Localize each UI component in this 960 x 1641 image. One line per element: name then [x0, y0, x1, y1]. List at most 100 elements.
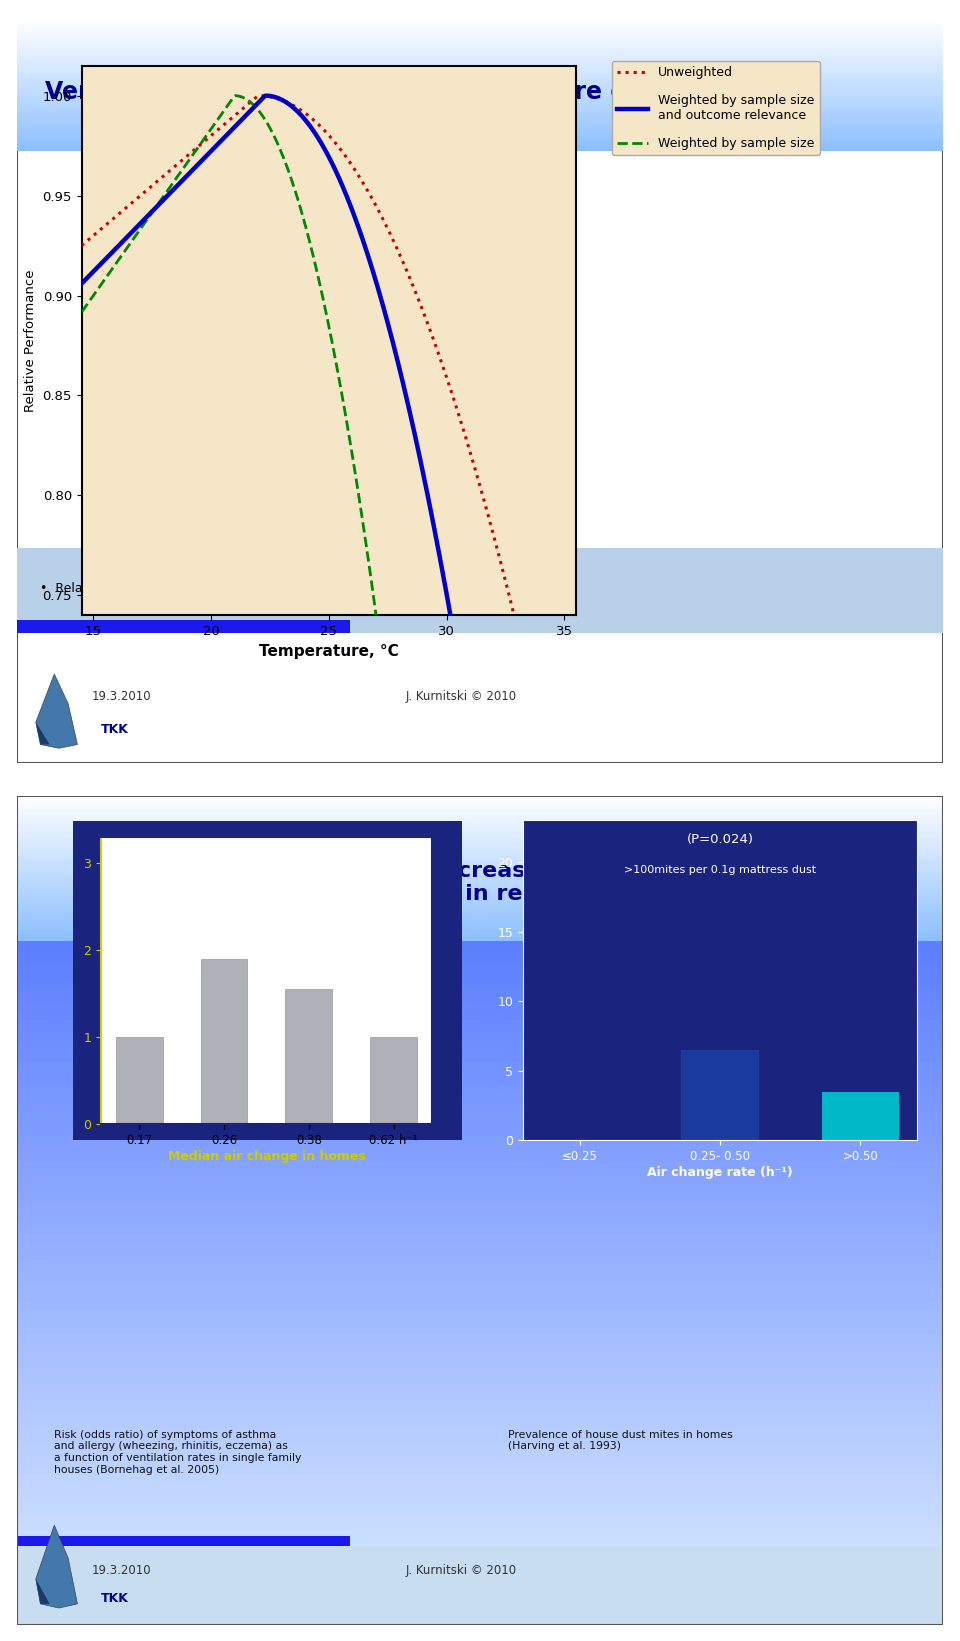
Bar	[17, 1193, 943, 1201]
Bar	[17, 54, 943, 56]
Bar	[17, 1359, 943, 1367]
Bar	[17, 80, 943, 82]
X-axis label: Air change rate (h⁻¹): Air change rate (h⁻¹)	[647, 1167, 793, 1178]
Bar	[17, 1268, 943, 1277]
Bar	[17, 1410, 943, 1418]
Bar	[17, 883, 943, 884]
Bar	[17, 146, 943, 149]
Bar	[17, 1285, 943, 1293]
Bar	[17, 89, 943, 90]
Bar	[17, 1152, 943, 1160]
Bar	[17, 56, 943, 57]
Bar	[17, 21, 943, 23]
Bar	[17, 899, 943, 903]
Bar	[17, 57, 943, 61]
Text: Risk (odds ratio) of symptoms of asthma
and allergy (wheezing, rhinitis, eczema): Risk (odds ratio) of symptoms of asthma …	[55, 1429, 301, 1475]
Bar	[17, 888, 943, 896]
Bar	[17, 802, 943, 806]
Bar	[17, 1160, 943, 1168]
Bar	[17, 136, 943, 138]
Bar	[17, 904, 943, 912]
Bar	[17, 822, 943, 825]
Bar	[17, 994, 943, 1003]
Bar	[17, 873, 943, 876]
Bar	[17, 807, 943, 811]
Bar	[17, 927, 943, 929]
Bar	[17, 1351, 943, 1359]
Bar	[17, 801, 943, 802]
Bar	[17, 876, 943, 878]
Bar	[17, 1459, 943, 1467]
Bar	[17, 812, 943, 816]
Bar	[17, 986, 943, 994]
Bar	[17, 907, 943, 909]
Bar	[17, 143, 943, 144]
Bar	[17, 858, 943, 862]
Bar	[17, 135, 943, 136]
Bar	[17, 868, 943, 871]
Bar	[17, 1551, 943, 1559]
Bar	[17, 1342, 943, 1351]
Bar	[17, 806, 943, 807]
Bar	[17, 835, 943, 837]
Bar	[17, 1144, 943, 1152]
Bar	[17, 1516, 943, 1524]
Bar	[17, 1475, 943, 1483]
Bar	[17, 853, 943, 857]
Bar	[17, 1260, 943, 1268]
Bar	[285, 990, 332, 1124]
Bar	[17, 820, 943, 822]
Bar	[17, 863, 943, 866]
Bar	[17, 144, 943, 146]
Bar	[17, 1177, 943, 1185]
Text: Ventilation often linked with temperature control: Ventilation often linked with temperatur…	[45, 80, 705, 103]
Bar	[17, 87, 943, 89]
Bar	[541, 953, 618, 1140]
Bar	[17, 1310, 943, 1318]
Bar	[17, 1500, 943, 1508]
Bar	[17, 94, 943, 95]
Text: (P=0.024): (P=0.024)	[686, 834, 754, 847]
Bar	[17, 1054, 943, 1062]
Bar	[17, 1011, 943, 1019]
Polygon shape	[36, 722, 50, 745]
Bar	[17, 1575, 943, 1584]
Bar	[17, 1367, 943, 1375]
Bar	[17, 840, 943, 842]
Bar	[17, 1078, 943, 1086]
Bar	[17, 130, 943, 131]
Bar	[17, 914, 943, 917]
Bar	[17, 105, 943, 108]
Bar	[17, 26, 943, 28]
Bar	[17, 1375, 943, 1385]
Bar	[17, 893, 943, 894]
Y-axis label: Relative Performance: Relative Performance	[24, 269, 36, 412]
Bar	[17, 1418, 943, 1426]
Bar	[17, 862, 943, 870]
Bar	[17, 1252, 943, 1260]
Bar	[17, 917, 943, 919]
Bar	[17, 1136, 943, 1144]
Bar	[17, 1592, 943, 1600]
Bar	[17, 112, 943, 115]
Bar	[17, 878, 943, 881]
Bar	[17, 894, 943, 898]
Bar	[17, 46, 943, 48]
Bar	[17, 953, 943, 962]
Bar	[17, 1027, 943, 1035]
Bar	[17, 30, 943, 33]
Bar	[17, 74, 943, 75]
Bar	[17, 1616, 943, 1625]
Bar	[17, 820, 943, 829]
Bar	[17, 138, 943, 141]
Legend: Unweighted, Weighted by sample size
and outcome relevance, Weighted by sample si: Unweighted, Weighted by sample size and …	[612, 61, 820, 154]
Bar	[17, 830, 943, 832]
Bar	[17, 1019, 943, 1027]
Bar	[17, 970, 943, 978]
Bar	[17, 796, 943, 804]
Bar	[17, 909, 943, 912]
Bar	[371, 1037, 417, 1124]
Bar	[17, 1201, 943, 1209]
Bar	[17, 1293, 943, 1301]
Bar	[17, 1103, 943, 1111]
